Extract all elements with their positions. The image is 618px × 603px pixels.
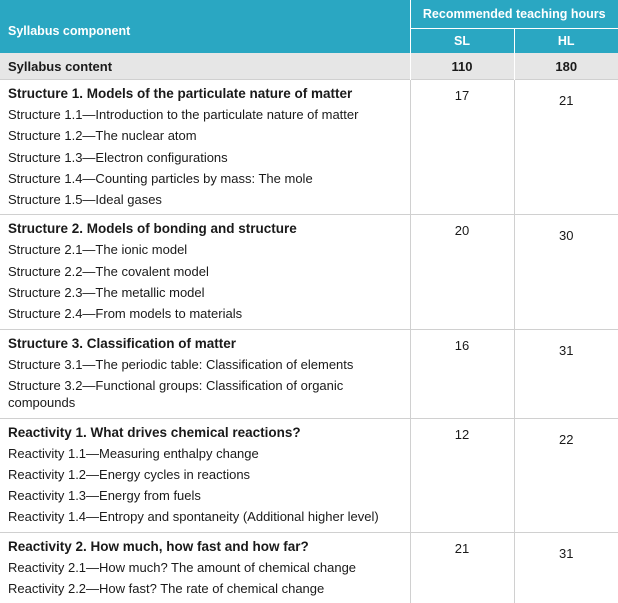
- section-row: Reactivity 1. What drives chemical react…: [0, 417, 618, 533]
- section-item: Structure 1.3—Electron configurations: [8, 149, 228, 165]
- syllabus-content-label: Syllabus content: [0, 53, 410, 80]
- header-recommended-hours: Recommended teaching hours: [409, 0, 618, 28]
- header-row-top: Syllabus component Recommended teaching …: [0, 0, 618, 38]
- section-item: Reactivity 2.1—How much? The amount of c…: [8, 559, 357, 575]
- section-row: Reactivity 2. How much, how fast and how…: [0, 531, 618, 603]
- header-hl: HL: [513, 28, 618, 53]
- section-component-cell: Structure 3. Classification of matter Str…: [0, 328, 410, 419]
- section-sl-hours: 12: [409, 417, 514, 533]
- section-item: Reactivity 1.1—Measuring enthalpy change: [8, 445, 259, 461]
- section-row: Structure 3. Classification of matter Str…: [0, 328, 618, 419]
- section-sl-hours: 21: [409, 531, 514, 603]
- section-hl-hours: 31: [513, 531, 618, 603]
- section-hl-hours: 22: [513, 417, 618, 533]
- section-component-cell: Reactivity 1. What drives chemical react…: [0, 417, 410, 533]
- section-item: Structure 2.2—The covalent model: [8, 263, 209, 279]
- section-item: Structure 2.1—The ionic model: [8, 242, 188, 258]
- header-sl: SL: [409, 28, 514, 53]
- section-item: Reactivity 1.2—Energy cycles in reaction…: [8, 466, 251, 482]
- section-item: Structure 3.1—The periodic table: Classi…: [8, 356, 354, 372]
- section-item: Structure 1.1—Introduction to the partic…: [8, 107, 359, 122]
- section-item: Structure 1.4—Counting particles by mass…: [8, 170, 313, 186]
- section-sl-hours: 16: [409, 328, 514, 419]
- section-component-cell: Structure 1. Models of the particulate n…: [0, 78, 410, 215]
- section-title: Structure 1. Models of the particulate n…: [8, 86, 353, 101]
- section-item: Structure 2.3—The metallic model: [8, 285, 205, 301]
- section-row: Structure 1. Models of the particulate n…: [0, 78, 618, 215]
- section-title: Reactivity 1. What drives chemical react…: [8, 424, 301, 440]
- section-title: Structure 2. Models of bonding and struc…: [8, 221, 297, 237]
- section-title: Reactivity 2. How much, how fast and how…: [8, 538, 309, 554]
- section-item: Reactivity 2.2—How fast? The rate of che…: [8, 581, 325, 597]
- syllabus-content-row: Syllabus content 110 180: [0, 53, 618, 80]
- section-item: Reactivity 1.4—Entropy and spontaneity (…: [8, 509, 379, 525]
- header-syllabus-component: Syllabus component: [8, 23, 131, 38]
- section-sl-hours: 17: [409, 78, 514, 215]
- section-row: Structure 2. Models of bonding and struc…: [0, 214, 618, 330]
- section-item: Structure 3.2—Functional groups: Classif…: [8, 377, 344, 411]
- section-hl-hours: 30: [513, 214, 618, 330]
- section-title: Structure 3. Classification of matter: [8, 335, 237, 351]
- section-item: Structure 2.4—From models to materials: [8, 306, 243, 322]
- section-component-cell: Structure 2. Models of bonding and struc…: [0, 214, 410, 330]
- syllabus-content-sl: 110: [409, 53, 514, 80]
- section-component-cell: Reactivity 2. How much, how fast and how…: [0, 531, 410, 603]
- section-item: Structure 1.2—The nuclear atom: [8, 128, 197, 144]
- section-item: Structure 1.5—Ideal gases: [8, 192, 162, 208]
- section-sl-hours: 20: [409, 214, 514, 330]
- section-item: Reactivity 1.3—Energy from fuels: [8, 488, 201, 504]
- syllabus-content-hl: 180: [513, 53, 618, 80]
- section-hl-hours: 31: [513, 328, 618, 419]
- section-hl-hours: 21: [513, 78, 618, 215]
